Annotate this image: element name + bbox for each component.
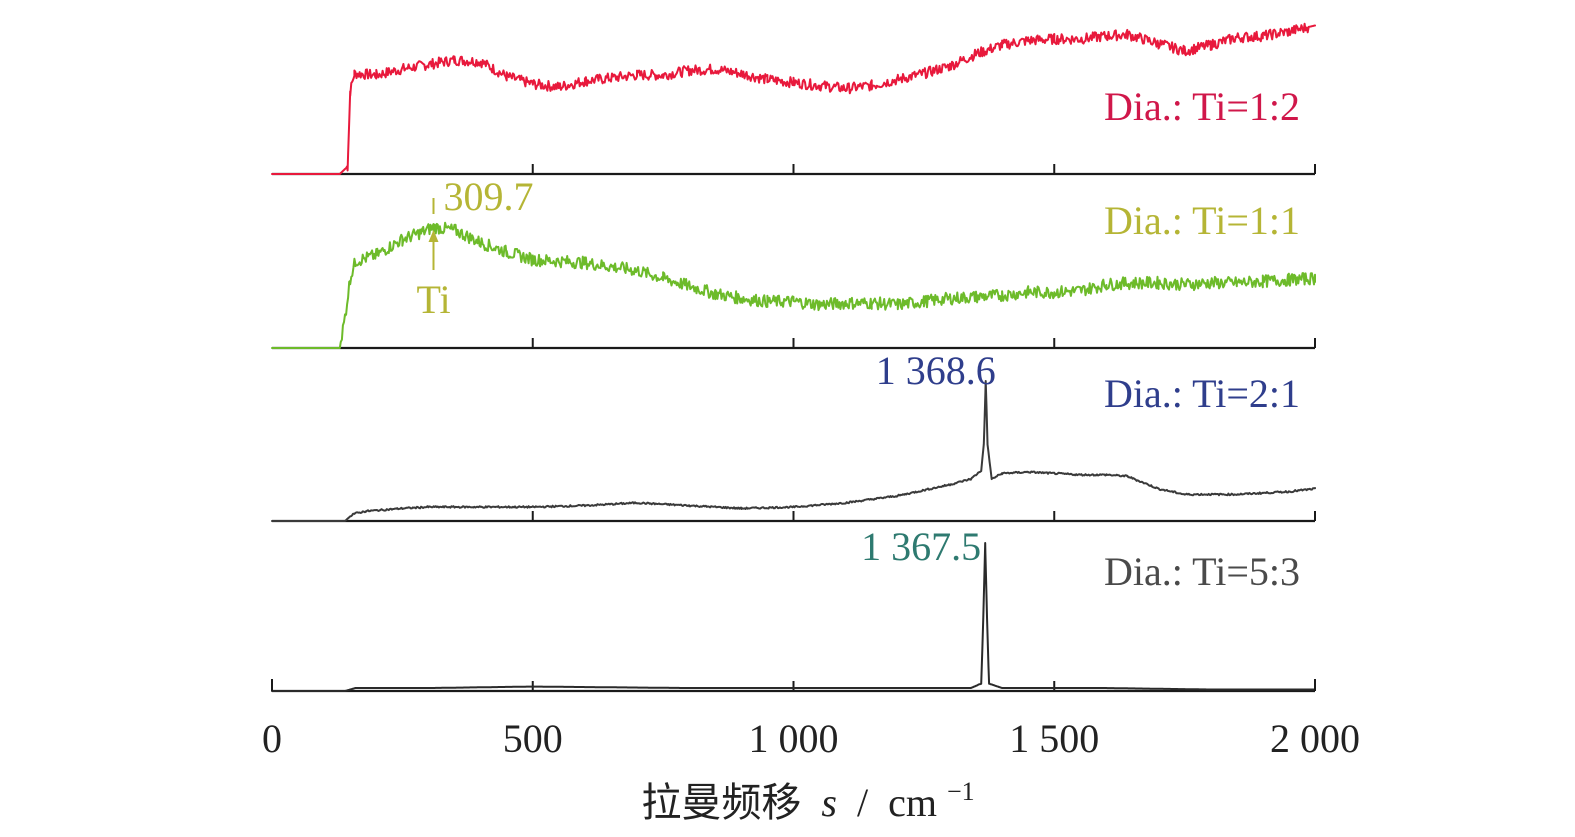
series-line-2 <box>271 221 1316 349</box>
legend-label-3: Dia.: Ti=2:1 <box>1104 371 1300 416</box>
x-tick-label: 1 500 <box>1009 716 1099 761</box>
series-line-4 <box>271 542 1316 692</box>
x-tick-label: 0 <box>262 716 282 761</box>
x-tick-label: 500 <box>503 716 563 761</box>
x-tick-label: 1 000 <box>749 716 839 761</box>
ti-label: Ti <box>416 277 450 322</box>
x-axis-label: 拉曼频移 s / cm −1 <box>641 777 974 825</box>
x-tick-label: 2 000 <box>1270 716 1360 761</box>
legend-label-2: Dia.: Ti=1:1 <box>1104 198 1300 243</box>
series-line-1 <box>271 22 1316 175</box>
series-line-3 <box>271 380 1316 522</box>
peak-label-309: 309.7 <box>444 174 534 219</box>
panel-4: Dia.: Ti=5:3 <box>271 542 1316 693</box>
annotations: 309.7 Ti 1 368.6 1 367.5 <box>416 174 995 569</box>
peak-label-1367: 1 367.5 <box>861 524 981 569</box>
panel-2: Dia.: Ti=1:1 <box>271 198 1316 350</box>
panel-3: Dia.: Ti=2:1 <box>271 371 1316 523</box>
ti-arrow-head <box>428 230 439 242</box>
panel-1: Dia.: Ti=1:2 <box>271 22 1316 176</box>
legend-label-1: Dia.: Ti=1:2 <box>1104 84 1300 129</box>
peak-label-1368: 1 368.6 <box>876 348 996 393</box>
legend-label-4: Dia.: Ti=5:3 <box>1104 549 1300 594</box>
